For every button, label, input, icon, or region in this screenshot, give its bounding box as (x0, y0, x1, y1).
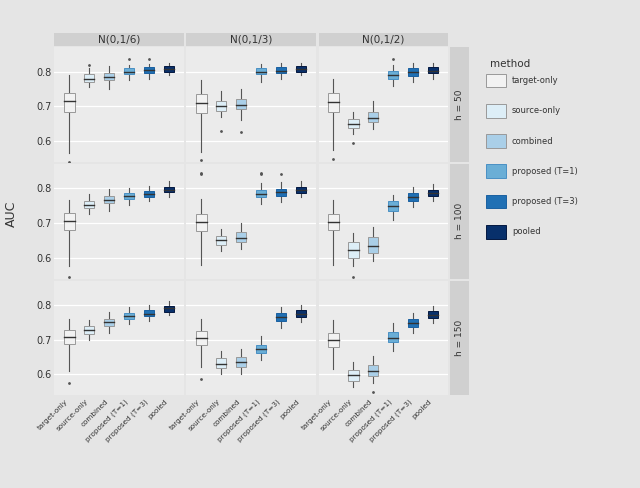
Bar (84, 326, 95, 334)
Bar (164, 305, 174, 312)
Bar (164, 66, 174, 72)
Text: AUC: AUC (5, 200, 18, 227)
Text: proposed (T=1): proposed (T=1) (512, 167, 578, 176)
Bar (256, 345, 266, 353)
Text: combined: combined (512, 137, 554, 145)
Text: h = 150: h = 150 (455, 320, 464, 356)
Bar (296, 310, 306, 317)
Bar (408, 319, 419, 327)
Bar (368, 365, 378, 376)
Bar (104, 73, 115, 81)
Bar (64, 330, 74, 344)
Bar (388, 71, 398, 79)
Text: source-only: source-only (512, 106, 561, 115)
Bar (196, 214, 207, 231)
Bar (64, 93, 74, 112)
Bar (348, 242, 358, 258)
Bar (236, 232, 246, 242)
Bar (276, 313, 286, 321)
Text: h = 50: h = 50 (455, 89, 464, 120)
Bar (84, 201, 95, 208)
Text: pooled: pooled (512, 227, 541, 236)
Bar (276, 67, 286, 73)
Bar (428, 311, 438, 318)
Bar (124, 313, 134, 319)
Bar (236, 100, 246, 109)
Bar (276, 189, 286, 196)
Bar (216, 359, 227, 368)
Bar (216, 101, 227, 111)
Text: method: method (490, 59, 530, 68)
Bar (84, 75, 95, 82)
Text: N(0,1/3): N(0,1/3) (230, 34, 273, 44)
Text: proposed (T=3): proposed (T=3) (512, 197, 578, 206)
Bar (348, 119, 358, 128)
Bar (256, 68, 266, 75)
Bar (328, 93, 339, 112)
Bar (196, 331, 207, 345)
Bar (388, 332, 398, 343)
Bar (124, 68, 134, 74)
Bar (296, 66, 306, 72)
Bar (328, 214, 339, 230)
Bar (408, 193, 419, 201)
Bar (196, 94, 207, 113)
Bar (104, 196, 115, 203)
Bar (408, 68, 419, 76)
Bar (144, 67, 154, 73)
Text: N(0,1/6): N(0,1/6) (98, 34, 140, 44)
Bar (368, 237, 378, 253)
Bar (328, 333, 339, 346)
Bar (388, 202, 398, 211)
Bar (64, 213, 74, 230)
Bar (104, 319, 115, 326)
Bar (236, 357, 246, 367)
Bar (124, 193, 134, 200)
Bar (428, 190, 438, 196)
Text: N(0,1/2): N(0,1/2) (362, 34, 404, 44)
Bar (428, 67, 438, 73)
Bar (368, 112, 378, 122)
Bar (164, 186, 174, 192)
Text: target-only: target-only (512, 76, 559, 85)
Bar (256, 190, 266, 197)
Bar (144, 310, 154, 316)
Bar (348, 370, 358, 381)
Bar (216, 236, 227, 244)
Bar (296, 187, 306, 193)
Text: h = 100: h = 100 (455, 203, 464, 240)
Bar (144, 191, 154, 197)
